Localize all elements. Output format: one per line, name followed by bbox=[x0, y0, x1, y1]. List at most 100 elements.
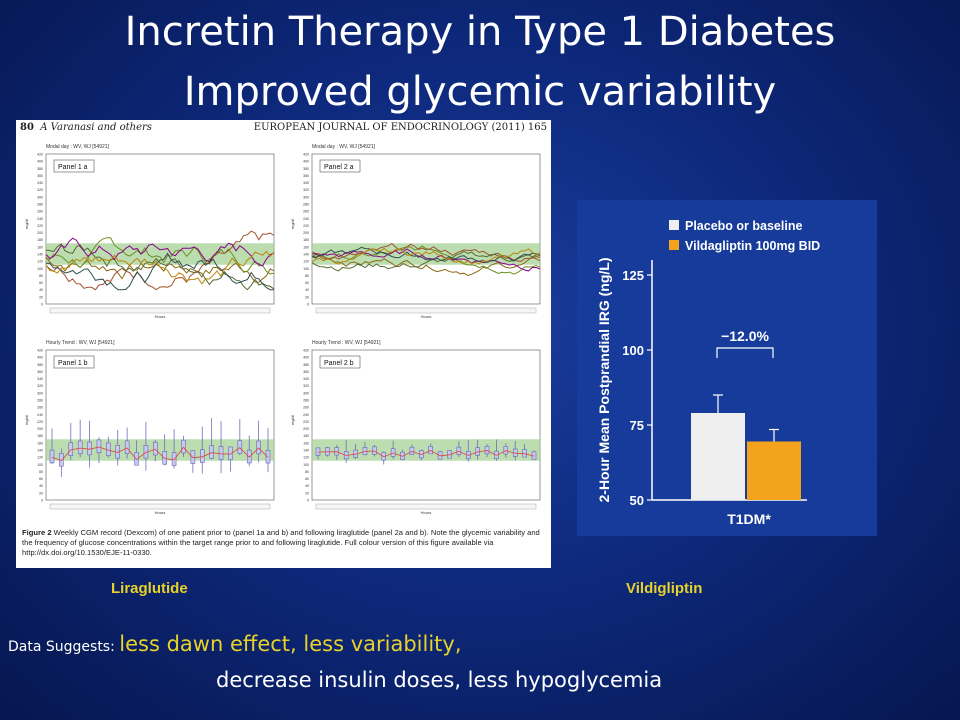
y-tick-label: 320 bbox=[37, 188, 43, 192]
y-tick-label: 280 bbox=[303, 203, 309, 207]
y-tick-label: 360 bbox=[37, 370, 43, 374]
y-tick-label: 120 bbox=[303, 260, 309, 264]
cgm-trace bbox=[45, 237, 275, 267]
y-tick-label: 300 bbox=[303, 391, 309, 395]
summary-line1: Data Suggests: less dawn effect, less va… bbox=[8, 632, 462, 656]
y-tick-label: 400 bbox=[37, 356, 43, 360]
y-tick-label: 300 bbox=[37, 391, 43, 395]
y-tick-label: 60 bbox=[39, 281, 43, 285]
figure-caption: Figure 2 Weekly CGM record (Dexcom) of o… bbox=[22, 528, 542, 558]
panel-label: Panel 2 b bbox=[324, 360, 354, 367]
y-tick-label: 360 bbox=[303, 174, 309, 178]
panel-label-box bbox=[319, 159, 361, 173]
y-tick-label: 120 bbox=[37, 260, 43, 264]
y-tick-label: 40 bbox=[305, 288, 309, 292]
y-tick-label: 300 bbox=[37, 195, 43, 199]
box bbox=[171, 452, 177, 466]
y-axis-label: mg/dl bbox=[24, 415, 29, 425]
cgm-trace bbox=[45, 230, 275, 291]
box bbox=[77, 440, 83, 455]
target-range-band bbox=[312, 439, 540, 461]
y-tick-label: 200 bbox=[37, 427, 43, 431]
y-tick-label: 80 bbox=[305, 470, 309, 474]
panel-legend bbox=[49, 503, 271, 510]
cgm-panels: Modal day : WV, WJ [54921] 0 20 40 60 80 100 12… bbox=[24, 144, 541, 515]
journal-name: EUROPEAN JOURNAL OF ENDOCRINOLOGY (2011)… bbox=[253, 122, 547, 133]
y-tick-label: 180 bbox=[303, 238, 309, 242]
slide-title-line2: Improved glycemic variability bbox=[183, 69, 777, 115]
y-tick-label: 80 bbox=[305, 274, 309, 278]
cgm-trace bbox=[45, 252, 274, 291]
y-tick-label: 380 bbox=[303, 363, 309, 367]
panel-label-box bbox=[53, 355, 95, 369]
y-tick-label: 200 bbox=[303, 427, 309, 431]
y-tick-label: 380 bbox=[37, 167, 43, 171]
bar-chart-svg: 50 75 100 125 2-Hour Mean Postprandial IRG (… bbox=[596, 219, 820, 527]
y-tick-label: 340 bbox=[303, 377, 309, 381]
box bbox=[96, 439, 102, 453]
y-axis-label: 2-Hour Mean Postprandial IRG (ng/L) bbox=[596, 257, 612, 502]
y-tick-label: 220 bbox=[37, 224, 43, 228]
y-axis-label: mg/dl bbox=[290, 415, 295, 425]
y-tick-label: 160 bbox=[303, 245, 309, 249]
box bbox=[409, 446, 415, 455]
y-tick-label: 420 bbox=[37, 349, 43, 353]
journal-figure: 80 A Varanasi and others EUROPEAN JOURNA… bbox=[16, 120, 551, 568]
y-tick-label: 180 bbox=[37, 434, 43, 438]
vildagliptin-bar-chart: 50 75 100 125 2-Hour Mean Postprandial IRG (… bbox=[577, 200, 877, 536]
caption-label: Figure 2 bbox=[22, 528, 52, 537]
journal-header: 80 A Varanasi and others EUROPEAN JOURNA… bbox=[20, 122, 547, 136]
y-tick-label: 140 bbox=[37, 253, 43, 257]
box bbox=[325, 447, 330, 456]
panel-frame bbox=[45, 349, 275, 501]
y-tick-label: 240 bbox=[303, 413, 309, 417]
y-tick-label: 0 bbox=[307, 499, 309, 503]
y-tick-label: 40 bbox=[39, 288, 43, 292]
y-tick-label: 420 bbox=[303, 349, 309, 353]
y-tick-label: 60 bbox=[39, 477, 43, 481]
bar-1 bbox=[691, 413, 745, 500]
y-tick-label: 125 bbox=[622, 268, 644, 283]
panel-frame bbox=[45, 153, 275, 305]
legend-label-1: Placebo or baseline bbox=[685, 219, 802, 233]
box bbox=[209, 445, 214, 459]
y-tick-label: 360 bbox=[37, 174, 43, 178]
panel-legend bbox=[315, 307, 537, 314]
y-tick-label: 420 bbox=[303, 153, 309, 157]
median-trend bbox=[317, 450, 535, 458]
y-tick-label: 0 bbox=[41, 303, 43, 307]
y-tick-label: 100 bbox=[37, 267, 43, 271]
summary-highlight: less dawn effect, less variability, bbox=[119, 632, 462, 656]
box bbox=[153, 441, 158, 456]
panel-label: Panel 1 b bbox=[58, 360, 88, 367]
y-tick-label: 380 bbox=[303, 167, 309, 171]
y-tick-label: 140 bbox=[303, 253, 309, 257]
panel-header: Hourly Trend : WV, WJ [54921] bbox=[46, 340, 115, 346]
panel-legend bbox=[49, 307, 271, 314]
y-tick-label: 0 bbox=[41, 499, 43, 503]
y-tick-label: 320 bbox=[303, 188, 309, 192]
y-tick-label: 340 bbox=[303, 181, 309, 185]
y-axis-label: mg/dl bbox=[24, 219, 29, 229]
y-tick-label: 280 bbox=[303, 399, 309, 403]
panel-label-box bbox=[319, 355, 361, 369]
annotation-bracket bbox=[716, 347, 774, 358]
median-trend bbox=[51, 446, 269, 461]
caption-text: Weekly CGM record (Dexcom) of one patien… bbox=[22, 528, 540, 557]
y-tick-label: 220 bbox=[303, 224, 309, 228]
y-tick-label: 160 bbox=[37, 245, 43, 249]
slide-title-line1: Incretin Therapy in Type 1 Diabetes bbox=[124, 9, 836, 55]
y-tick-label: 260 bbox=[303, 406, 309, 410]
box bbox=[218, 446, 224, 460]
vildigliptin-label: Vildigliptin bbox=[626, 580, 703, 597]
y-tick-label: 20 bbox=[305, 295, 309, 299]
box bbox=[256, 440, 261, 455]
y-tick-label: 20 bbox=[39, 491, 43, 495]
box bbox=[87, 441, 92, 456]
y-tick-label: 200 bbox=[37, 231, 43, 235]
y-tick-label: 280 bbox=[37, 203, 43, 207]
y-tick-label: 260 bbox=[303, 210, 309, 214]
y-tick-label: 40 bbox=[305, 484, 309, 488]
cgm-trace bbox=[311, 250, 541, 272]
liraglutide-label: Liraglutide bbox=[111, 580, 188, 597]
